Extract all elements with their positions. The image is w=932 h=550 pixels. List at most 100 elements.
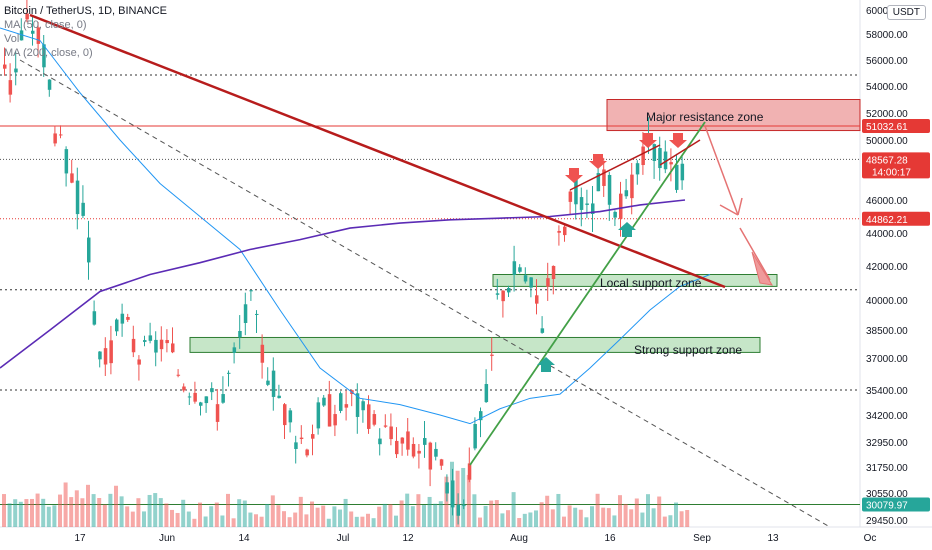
volume-bar [186,511,191,527]
volume-bar [114,485,118,527]
volume-bar [394,515,398,527]
volume-bar [13,499,18,527]
candle-body [535,295,539,304]
volume-bar [539,502,544,527]
price-scale-label: 56000.00 [866,56,908,67]
volume-bar [494,500,499,527]
candle-body [120,313,125,324]
volume-bar [662,516,667,527]
candle-body [305,449,309,456]
time-axis-label: Jun [159,533,175,544]
candle-body [316,402,321,429]
volume-bar [550,509,555,527]
time-axis-label: Sep [693,533,711,544]
volume-bar [371,518,376,527]
volume-bar [634,498,639,527]
volume-bar [601,507,606,527]
candle-body [36,27,41,44]
projection-arrowhead-1 [719,197,743,216]
candle-body [602,169,606,186]
candle-body [669,162,673,165]
candle-body [299,437,304,440]
volume-bar [35,493,40,527]
volume-bar [545,495,550,527]
volume-bar [175,512,180,527]
volume-bar [343,498,348,527]
candle-body [462,505,466,507]
candle-body [635,163,640,175]
candle-body [327,394,332,427]
volume-bar [657,496,662,527]
candle-body [456,504,461,516]
candle-body [529,277,533,288]
candle-body [367,404,371,429]
volume-bar [461,467,466,527]
candle-body [103,348,108,365]
volume-bar [427,496,432,527]
candle-body [596,173,601,192]
local-support-label: Local support zone [600,276,702,290]
candle-body [266,380,270,385]
volume-bar [612,515,617,527]
volume-bar [198,502,202,527]
candle-body [53,133,57,144]
currency-badge[interactable]: USDT [886,5,926,20]
candle-body [512,261,517,275]
volume-bar [276,505,281,527]
candle-body [563,226,567,236]
price-scale-label: 32950.00 [866,438,908,449]
volume-bar [46,506,51,527]
descending-trendline [29,13,726,289]
candle-body [154,339,158,353]
volume-bar [623,503,628,527]
candle-body [333,414,337,426]
ma200-line [0,199,686,369]
volume-bar [528,512,533,527]
volume-bar [315,507,320,527]
candle-body [658,148,662,169]
time-axis-label: 17 [74,533,86,544]
volume-bar [416,494,421,527]
candle-body [3,64,7,69]
volume-bar [203,516,208,527]
volume-bar [444,476,449,527]
volume-bar [534,510,538,527]
price-tag-label: 30079.97 [866,501,908,512]
volume-bar [226,493,230,527]
volume-bar [646,494,650,527]
volume-bar [231,518,236,527]
candle-body [568,191,573,202]
volume-bar [321,505,326,527]
down-arrow-2 [589,154,607,169]
local-support-zone [492,274,778,287]
price-scale-label: 54000.00 [866,82,908,93]
candle-body [322,397,326,406]
volume-bar [511,492,516,527]
price-scale-label: 42000.00 [866,262,908,273]
volume-bar [522,513,527,527]
candle-body [591,203,595,214]
volume-bar [517,518,522,527]
volume-bar [304,514,309,527]
candle-body [383,425,388,427]
volume-bar [349,511,354,527]
ma50-legend: MA (50, close, 0) [4,19,87,31]
candle-body [630,174,634,199]
up-arrow-1 [537,357,555,372]
volume-bar [405,493,410,527]
candle-body [467,463,472,480]
volume-bar [382,503,387,527]
price-tag-box [862,497,930,512]
time-axis-label: Jul [337,533,350,544]
candle-body [137,359,141,365]
resistance-zone [606,99,861,132]
candle-body [445,482,449,494]
volume-bar [63,482,68,527]
candle-body [126,316,130,320]
candle-body [624,190,629,197]
candle-body [428,442,433,470]
volume-bar [556,493,561,527]
price-scale-label: 30550.00 [866,489,908,500]
candle-body [495,293,500,295]
